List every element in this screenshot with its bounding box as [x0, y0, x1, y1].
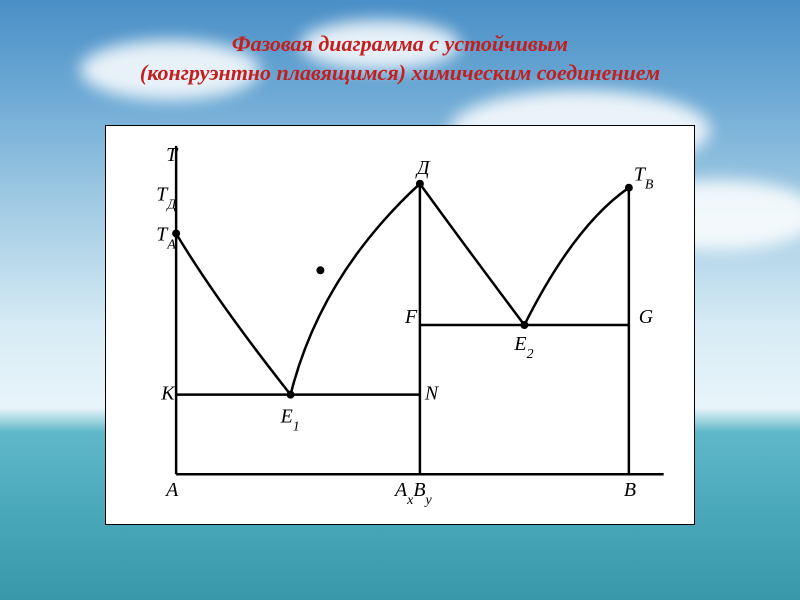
label-D: Д [415, 157, 431, 179]
point-E1_pt [287, 391, 295, 399]
curve-D-E2 [420, 184, 524, 325]
diagram-svg: T TД TA Д TB F G E2 K N E1 A AxBy B [106, 126, 694, 524]
label-F: F [404, 306, 418, 328]
points [172, 180, 633, 399]
label-TD: TД [156, 184, 177, 213]
label-G: G [639, 306, 653, 328]
label-B: B [624, 479, 636, 501]
curve-E2-TB [524, 188, 628, 325]
label-TB: TB [634, 164, 654, 193]
point-E2_pt [520, 321, 528, 329]
point-TB_pt [625, 184, 633, 192]
slide-title: Фазовая диаграмма с устойчивым (конгруэн… [0, 30, 800, 87]
title-line1: Фазовая диаграмма с устойчивым [0, 30, 800, 59]
liquidus-curves [176, 184, 629, 395]
curve-E1-D [291, 184, 420, 395]
title-line2: (конгруэнтно плавящимся) химическим соед… [0, 59, 800, 88]
label-N: N [424, 383, 440, 405]
label-AxBy: AxBy [393, 479, 433, 508]
label-T: T [166, 144, 179, 166]
label-E2: E2 [513, 333, 533, 362]
curve-TA-E1 [176, 233, 290, 394]
label-E1: E1 [280, 406, 300, 435]
label-TA: TA [156, 223, 176, 251]
point-D_pt [416, 180, 424, 188]
point-mid1 [316, 266, 324, 274]
label-A: A [164, 479, 179, 501]
label-K: K [160, 383, 176, 405]
phase-diagram: T TД TA Д TB F G E2 K N E1 A AxBy B [105, 125, 695, 525]
